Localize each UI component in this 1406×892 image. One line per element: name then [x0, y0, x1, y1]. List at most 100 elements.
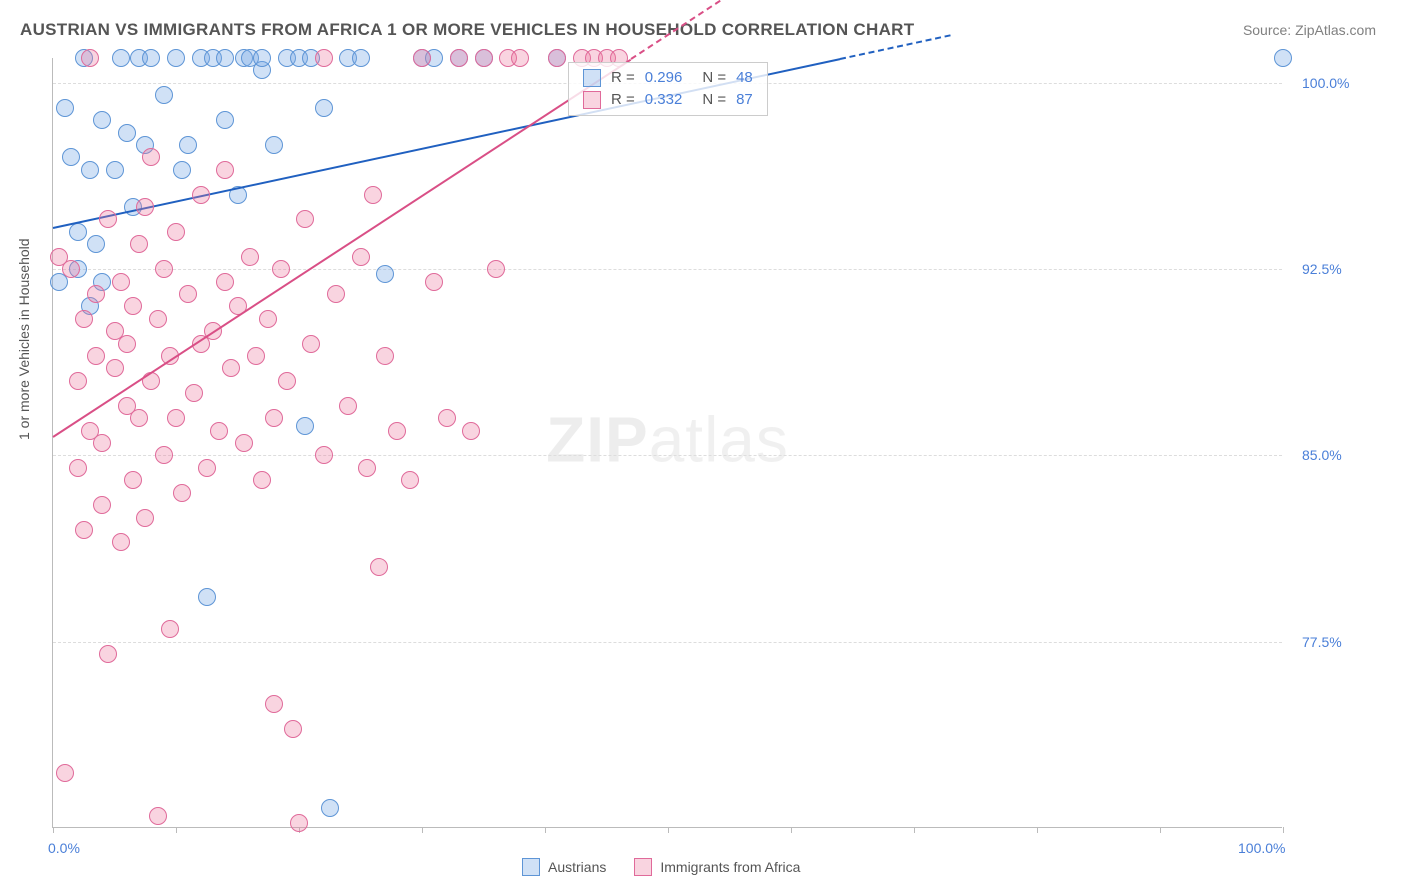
- legend-stat-row: R = 0.332 N = 87: [583, 89, 753, 111]
- scatter-point: [376, 265, 394, 283]
- scatter-point: [167, 49, 185, 67]
- scatter-point: [62, 260, 80, 278]
- scatter-point: [253, 49, 271, 67]
- legend-n-value: 87: [736, 89, 753, 111]
- scatter-point: [438, 409, 456, 427]
- scatter-point: [99, 210, 117, 228]
- x-tick: [668, 827, 669, 833]
- scatter-point: [112, 273, 130, 291]
- scatter-point: [118, 335, 136, 353]
- legend-r-value: 0.332: [645, 89, 683, 111]
- scatter-point: [124, 297, 142, 315]
- scatter-point: [247, 347, 265, 365]
- scatter-point: [179, 285, 197, 303]
- scatter-point: [388, 422, 406, 440]
- scatter-point: [136, 198, 154, 216]
- scatter-point: [155, 86, 173, 104]
- scatter-point: [192, 186, 210, 204]
- scatter-point: [222, 359, 240, 377]
- scatter-point: [401, 471, 419, 489]
- scatter-point: [278, 372, 296, 390]
- scatter-point: [124, 471, 142, 489]
- scatter-point: [339, 397, 357, 415]
- scatter-point: [315, 99, 333, 117]
- scatter-point: [462, 422, 480, 440]
- legend-swatch: [583, 91, 601, 109]
- scatter-point: [142, 49, 160, 67]
- scatter-point: [161, 620, 179, 638]
- x-tick: [1283, 827, 1284, 833]
- scatter-point: [352, 49, 370, 67]
- scatter-point: [210, 422, 228, 440]
- legend-swatch: [522, 858, 540, 876]
- legend-series-label: Immigrants from Africa: [660, 859, 800, 875]
- scatter-point: [185, 384, 203, 402]
- scatter-point: [450, 49, 468, 67]
- scatter-point: [112, 533, 130, 551]
- scatter-point: [87, 347, 105, 365]
- gridline: [53, 455, 1282, 456]
- gridline: [53, 269, 1282, 270]
- scatter-point: [56, 99, 74, 117]
- scatter-point: [475, 49, 493, 67]
- scatter-point: [93, 496, 111, 514]
- x-tick-label: 0.0%: [48, 840, 80, 856]
- x-tick: [422, 827, 423, 833]
- scatter-point: [93, 111, 111, 129]
- scatter-point: [87, 235, 105, 253]
- scatter-point: [198, 588, 216, 606]
- scatter-point: [81, 49, 99, 67]
- scatter-point: [81, 161, 99, 179]
- scatter-point: [272, 260, 290, 278]
- scatter-point: [155, 260, 173, 278]
- legend-correlation-box: R = 0.296N = 48R = 0.332 N = 87: [568, 62, 768, 116]
- scatter-point: [99, 645, 117, 663]
- scatter-point: [1274, 49, 1292, 67]
- scatter-point: [87, 285, 105, 303]
- legend-series-label: Austrians: [548, 859, 606, 875]
- scatter-point: [167, 223, 185, 241]
- y-axis-title: 1 or more Vehicles in Household: [16, 238, 32, 440]
- scatter-point: [112, 49, 130, 67]
- scatter-point: [284, 720, 302, 738]
- legend-stat-row: R = 0.296N = 48: [583, 67, 753, 89]
- scatter-point: [69, 223, 87, 241]
- x-tick: [53, 827, 54, 833]
- scatter-point: [69, 459, 87, 477]
- scatter-point: [511, 49, 529, 67]
- scatter-point: [425, 273, 443, 291]
- legend-n-label: N =: [702, 89, 726, 111]
- scatter-point: [155, 446, 173, 464]
- watermark: ZIPatlas: [546, 402, 789, 476]
- scatter-point: [370, 558, 388, 576]
- legend-swatch: [583, 69, 601, 87]
- x-tick: [176, 827, 177, 833]
- scatter-point: [149, 310, 167, 328]
- scatter-point: [413, 49, 431, 67]
- x-tick: [545, 827, 546, 833]
- watermark-light: atlas: [649, 403, 789, 475]
- chart-title: AUSTRIAN VS IMMIGRANTS FROM AFRICA 1 OR …: [20, 20, 914, 40]
- scatter-point: [296, 210, 314, 228]
- scatter-point: [198, 459, 216, 477]
- source-label: Source: ZipAtlas.com: [1243, 22, 1376, 38]
- scatter-point: [173, 161, 191, 179]
- scatter-point: [265, 409, 283, 427]
- scatter-point: [364, 186, 382, 204]
- scatter-point: [75, 521, 93, 539]
- scatter-point: [136, 509, 154, 527]
- legend-series-item: Austrians: [522, 858, 606, 876]
- scatter-point: [216, 49, 234, 67]
- scatter-point: [358, 459, 376, 477]
- y-tick-label: 85.0%: [1302, 447, 1342, 463]
- scatter-point: [216, 111, 234, 129]
- scatter-point: [253, 471, 271, 489]
- scatter-point: [56, 764, 74, 782]
- y-tick-label: 100.0%: [1302, 75, 1349, 91]
- x-tick: [914, 827, 915, 833]
- scatter-point: [118, 124, 136, 142]
- scatter-point: [69, 372, 87, 390]
- legend-r-label: R =: [611, 67, 635, 89]
- legend-r-label: R =: [611, 89, 635, 111]
- scatter-point: [265, 695, 283, 713]
